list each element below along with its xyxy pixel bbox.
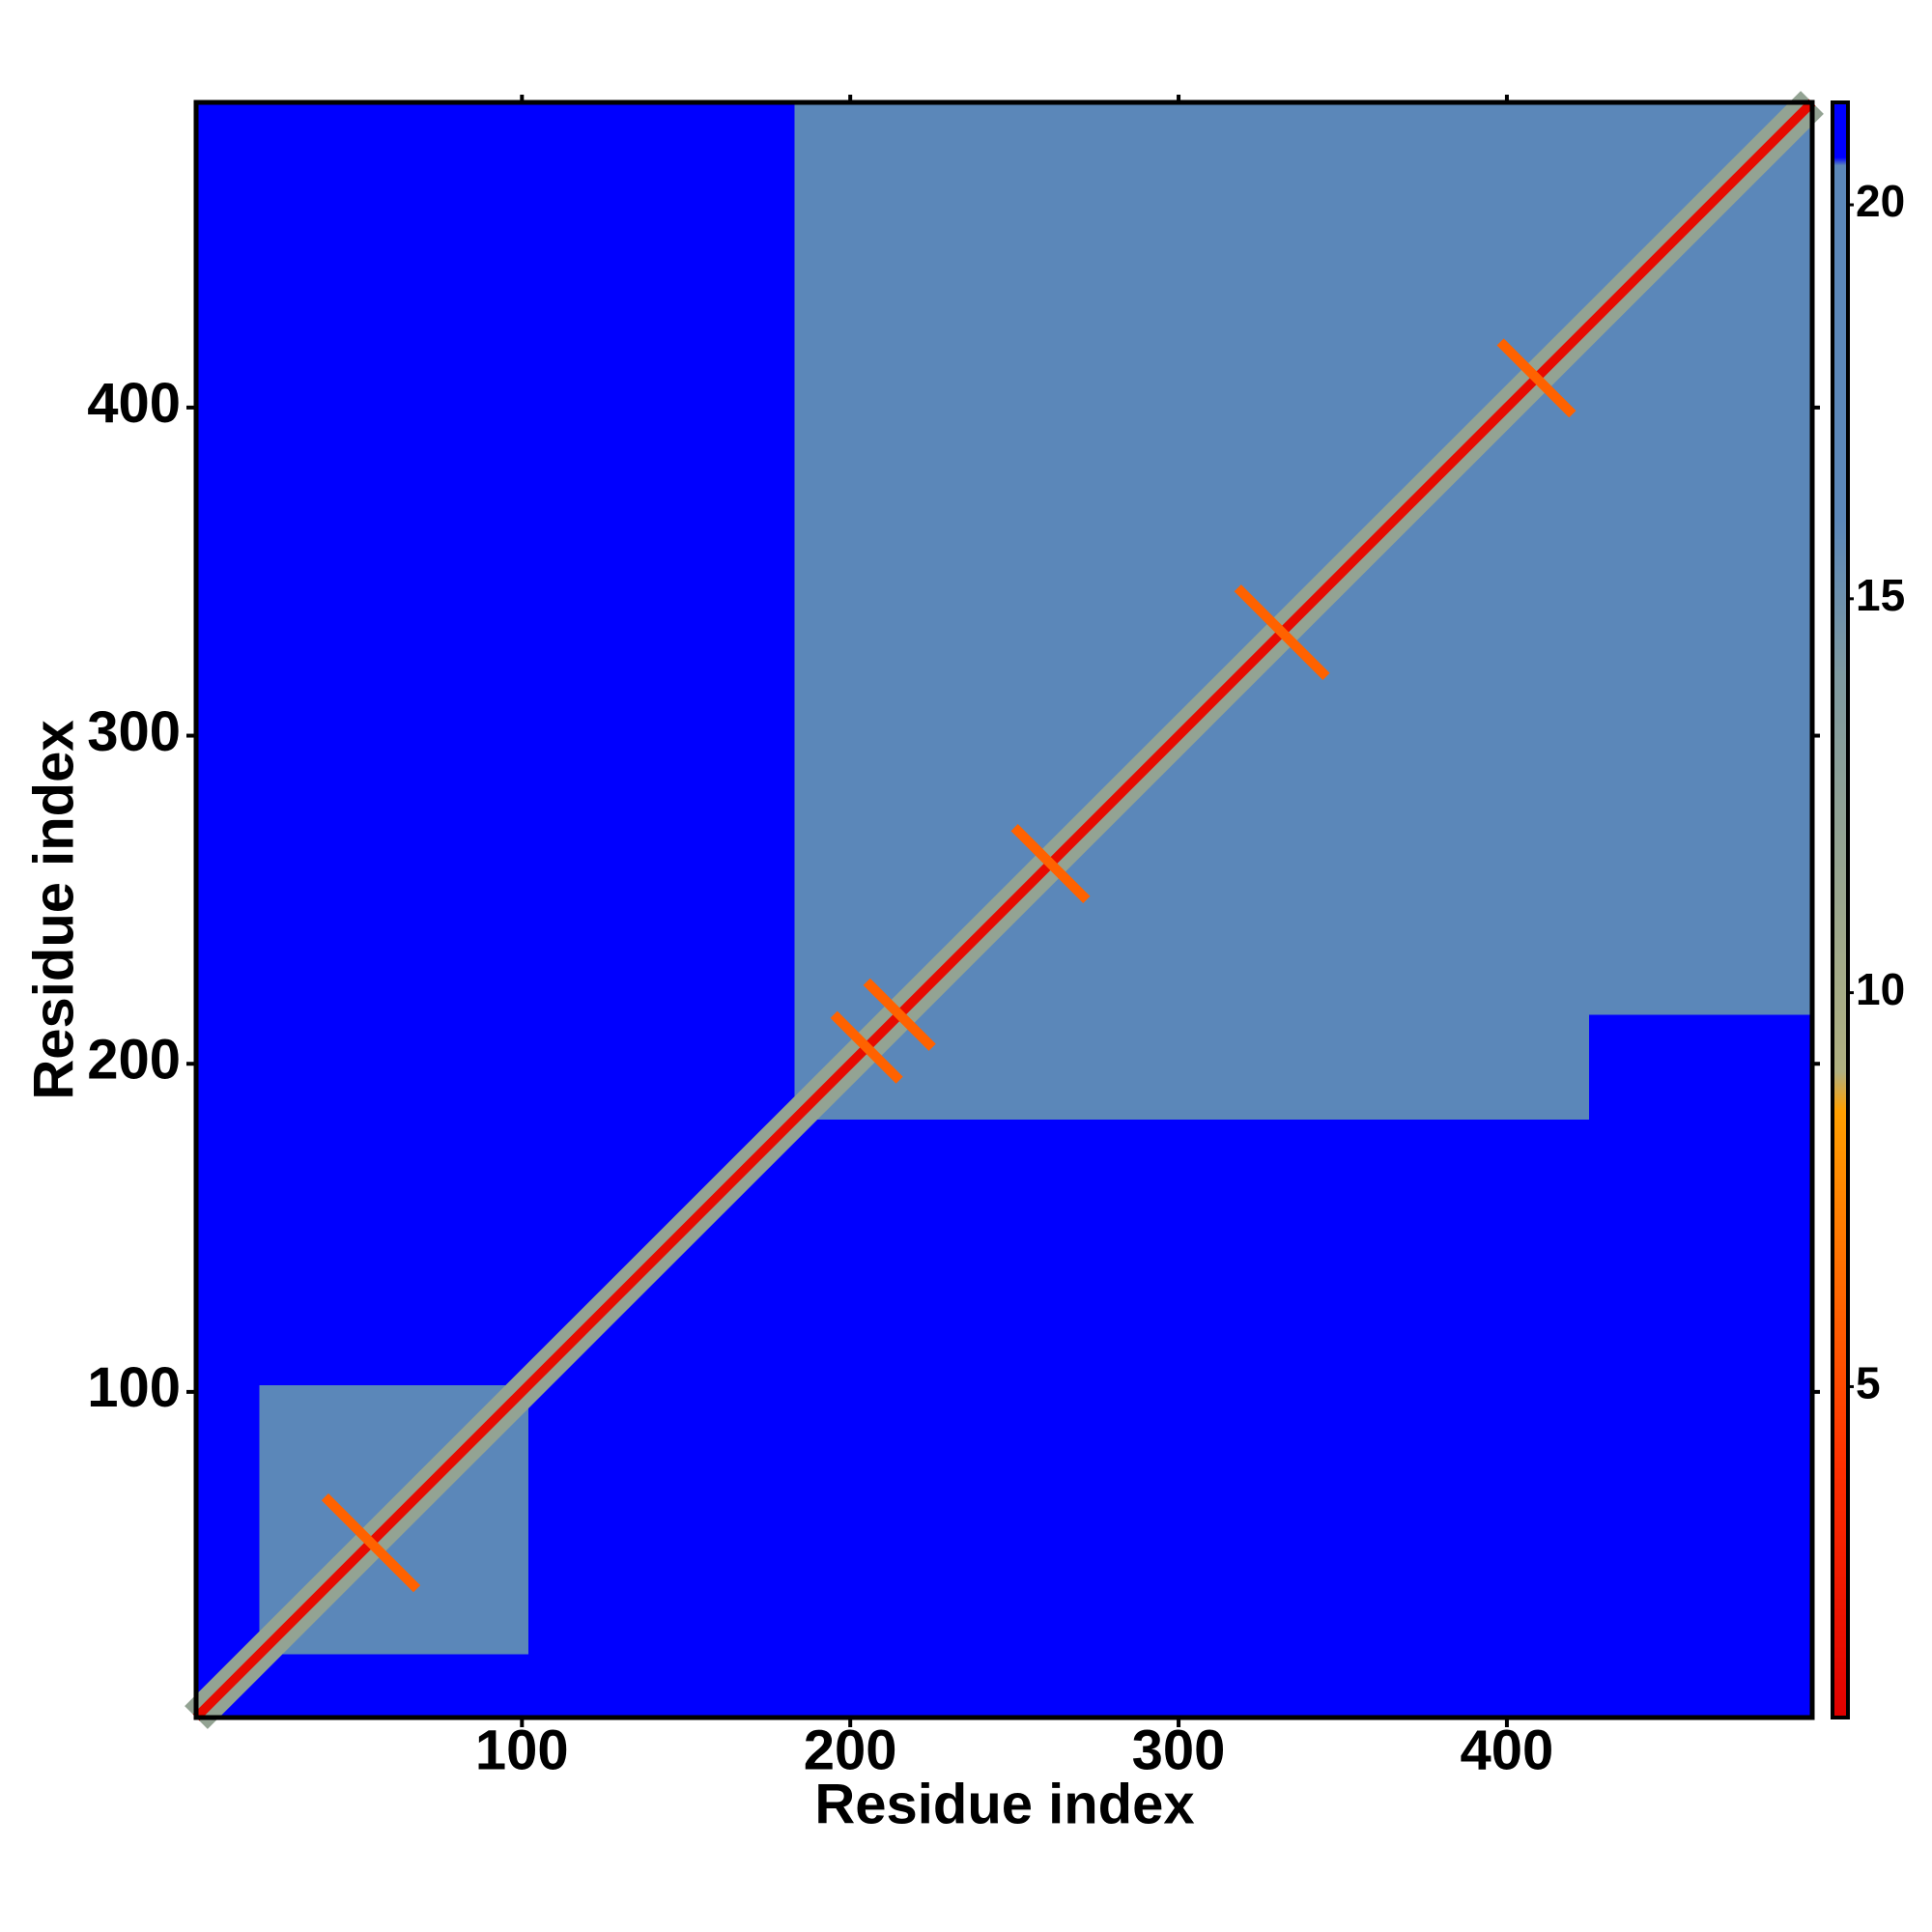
contact-line: [1496, 338, 1577, 418]
y-tick-label: 100: [87, 1356, 181, 1419]
colorbar-tick-label: 15: [1856, 570, 1905, 620]
contact-line: [863, 978, 936, 1051]
colorbar-tick-label: 5: [1856, 1358, 1881, 1408]
y-tick-label: 400: [87, 372, 181, 435]
x-tick-label: 400: [1461, 1719, 1554, 1781]
x-tick-label: 300: [1132, 1719, 1226, 1781]
contact-line: [1010, 824, 1091, 903]
contact-line: [830, 1010, 903, 1084]
plot-frame: [193, 99, 1815, 1720]
x-tick-label: 100: [475, 1719, 569, 1781]
plot-area: [185, 91, 1824, 1729]
contact-line: [1234, 584, 1330, 681]
y-axis-label: Residue index: [22, 720, 85, 1099]
colorbar-tick-label: 20: [1856, 176, 1905, 226]
diagonal-band: [192, 99, 1816, 1721]
x-axis-label: Residue index: [814, 1773, 1194, 1835]
x-tick-label: 200: [804, 1719, 897, 1781]
y-tick-label: 300: [87, 700, 181, 763]
contact-line: [321, 1492, 421, 1593]
heat-cell: [1588, 1014, 1812, 1120]
colorbar: [1831, 100, 1850, 1719]
colorbar-tick-label: 10: [1856, 964, 1905, 1014]
y-tick-label: 200: [87, 1029, 181, 1092]
